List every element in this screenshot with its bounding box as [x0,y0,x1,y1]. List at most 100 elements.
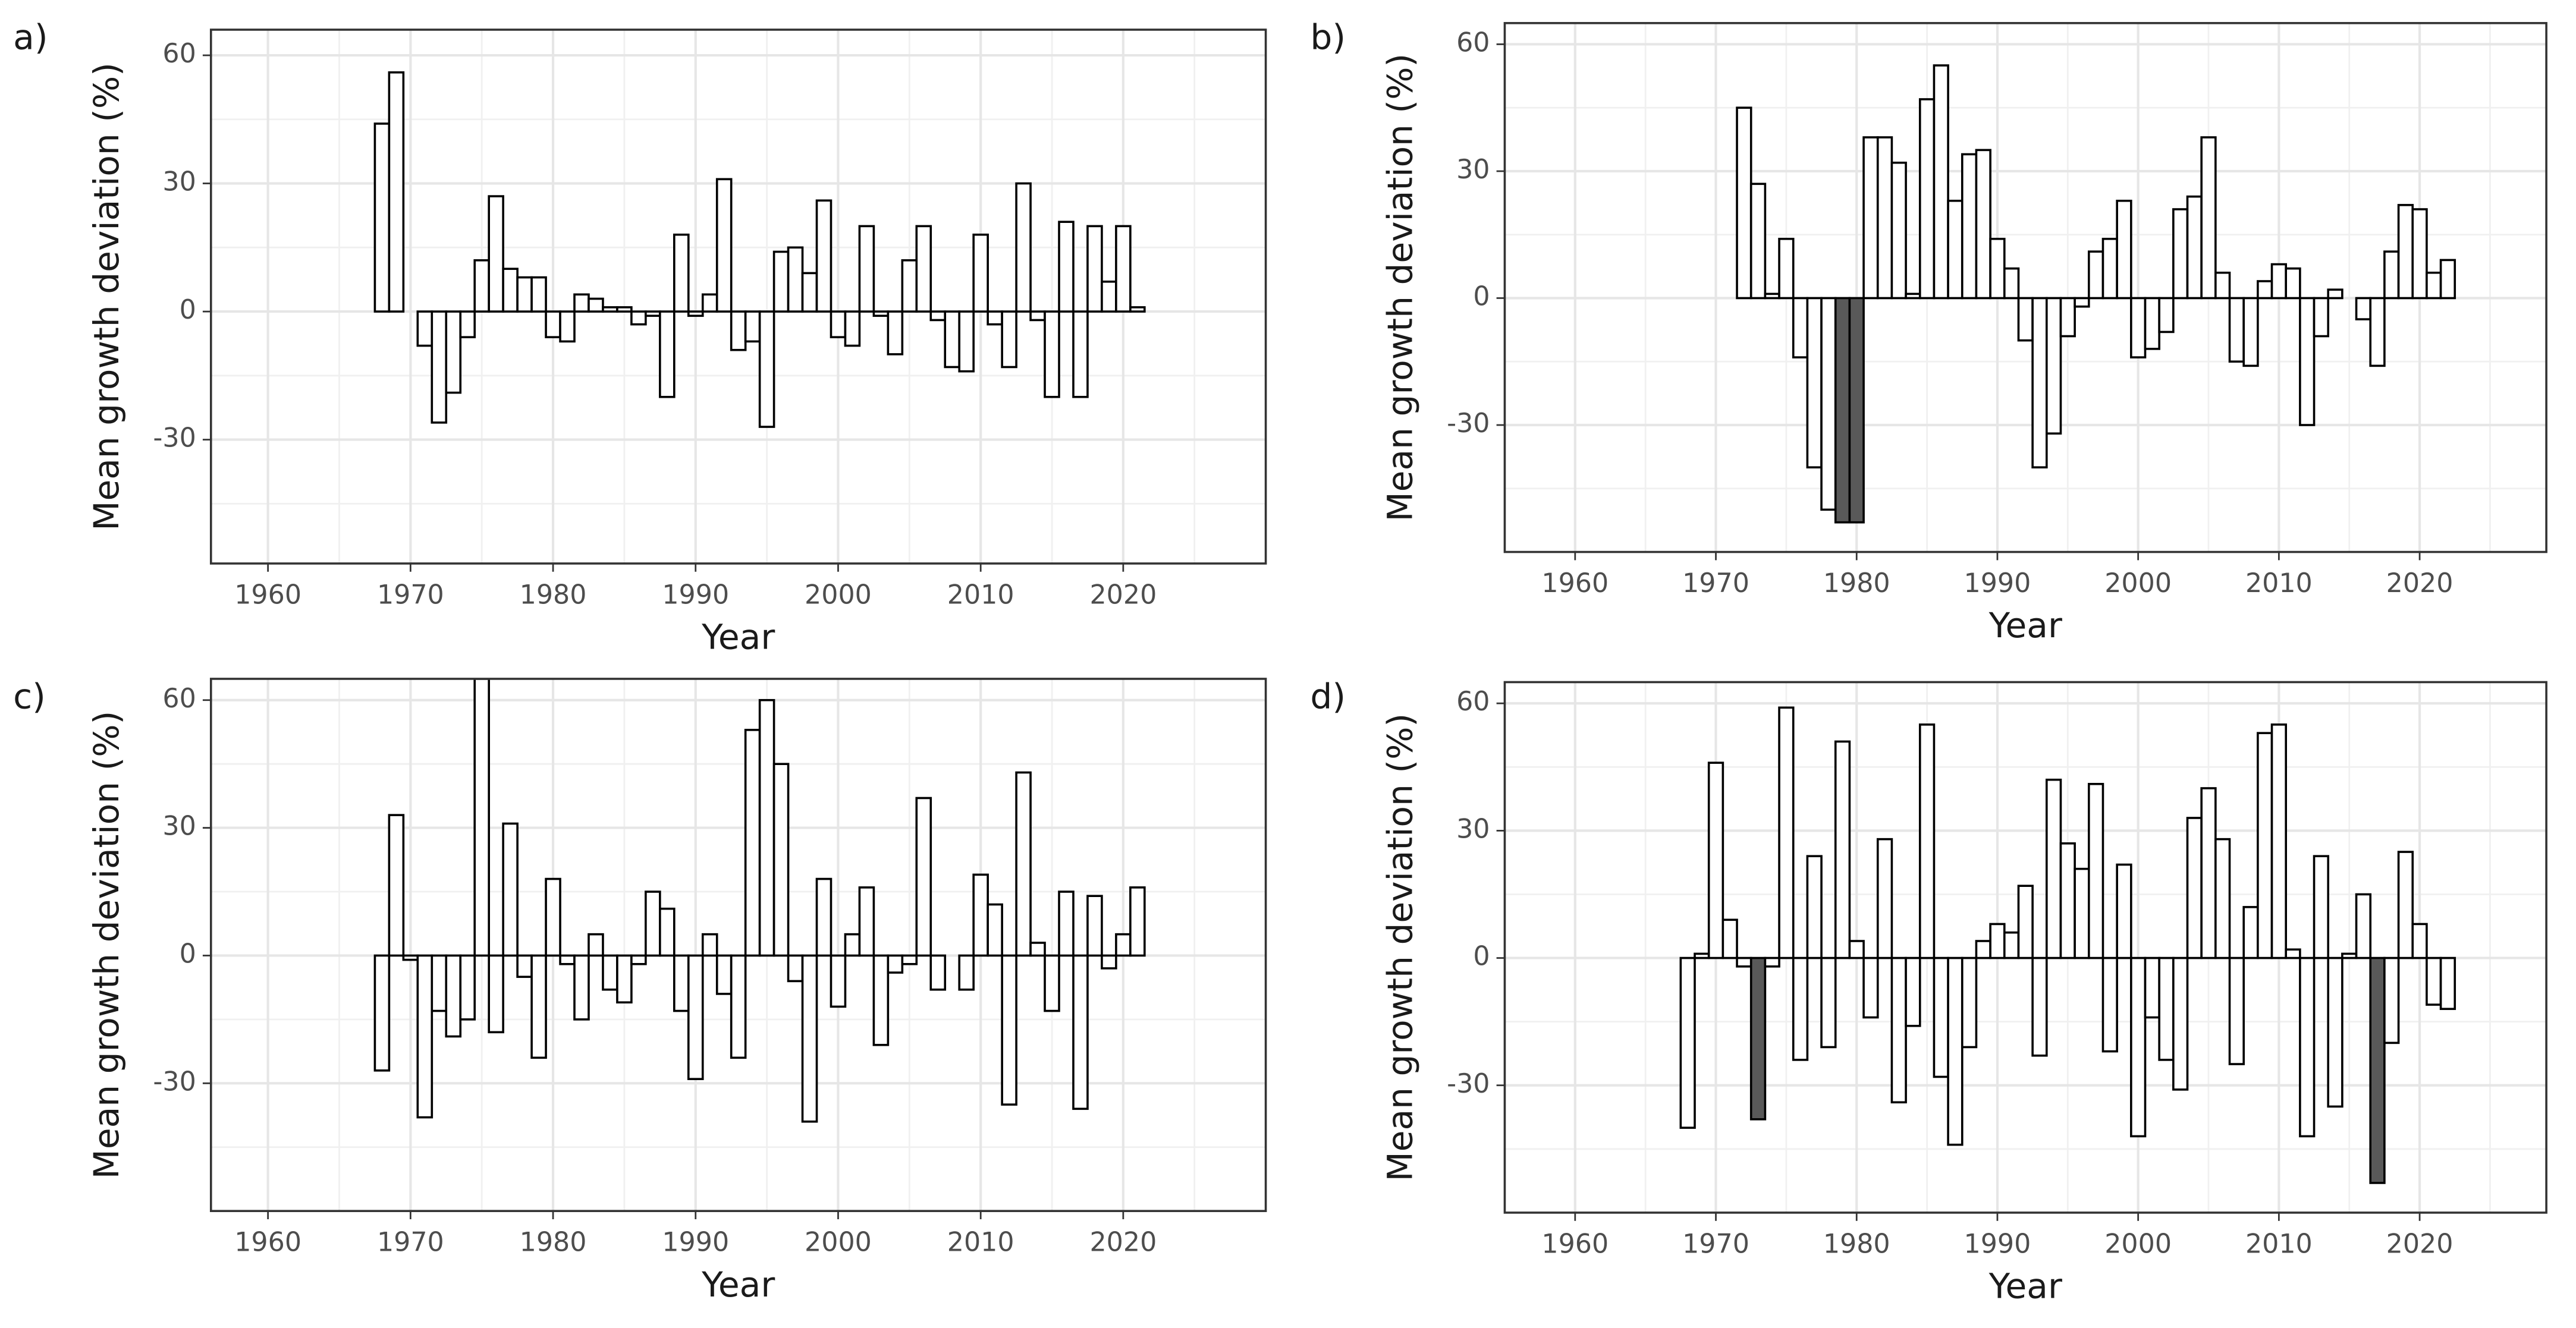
bar [2439,956,2456,1011]
bar [858,886,875,957]
plot-border [209,678,1267,1212]
bar [402,954,419,961]
bar [2411,923,2428,959]
bar [1086,895,1103,957]
bar [488,195,504,313]
y-tick-label: 0 [1473,942,1490,972]
bar [1947,956,1964,1146]
bar [1989,238,2006,300]
bar [1058,221,1075,313]
bar [1975,940,1991,959]
bar [2045,778,2062,959]
plot-border [1503,681,2547,1214]
bar [715,178,733,313]
bar [673,954,690,1012]
bar [2144,956,2160,1019]
bar [659,310,676,398]
bar [1848,297,1865,524]
bar [2270,263,2288,300]
x-tick-label: 2000 [805,1228,872,1258]
panel-label: b) [1310,17,1346,58]
bar [1806,855,1823,959]
y-tick-label: -30 [153,423,196,454]
y-axis-title: Mean growth deviation (%) [1380,713,1421,1182]
bar [1961,956,1978,1049]
bar [815,199,833,313]
bar [1918,98,1936,300]
x-tick-label: 2020 [2386,1229,2454,1259]
x-tick-label: 1960 [1541,568,1609,599]
bar [830,310,847,338]
bar [815,877,833,957]
bar [1058,890,1075,957]
bar [772,763,790,957]
bar [1101,954,1117,970]
bar [2017,885,2034,959]
bar [1101,280,1117,313]
bar [2411,208,2428,300]
bar [2059,297,2076,338]
bar [844,310,861,347]
bar [1820,297,1837,511]
bar [473,678,490,957]
x-tick-label: 2020 [1089,580,1157,610]
bar [801,272,818,313]
bar [1961,153,1978,300]
x-tick-label: 2000 [2104,1229,2172,1259]
bars [1679,706,2456,1184]
bar [987,310,1003,326]
bar [2003,267,2020,300]
bar [2397,851,2414,959]
bar [2045,297,2062,435]
bar [2031,956,2048,1057]
bar [1001,310,1017,369]
panel: -30 0 30 60 1960 1970 1980 1990 2000 2010 2020 Year… [13,17,1267,657]
bar [431,954,448,1012]
x-axis-title: Year [701,1264,775,1305]
bar [929,310,947,322]
bar [1129,886,1146,957]
plot-background [211,678,1266,1211]
bar [473,259,490,313]
bar [645,890,661,957]
bar [958,954,975,991]
bar [2172,208,2189,300]
bar [1749,182,1767,300]
bar [545,877,561,957]
x-tick-label: 1970 [1682,1229,1749,1259]
bar [559,310,576,343]
x-tick-label: 1960 [1541,1229,1609,1259]
bar [1044,310,1060,398]
bar [1764,956,1780,968]
bar [2116,863,2132,959]
y-tick-label: 60 [162,684,196,714]
bar [2003,931,2020,959]
bar [2074,867,2090,959]
bar [758,698,775,957]
bar [530,276,547,313]
bar [559,954,576,965]
bar [630,954,647,965]
bar [2369,956,2386,1184]
bar [915,225,932,313]
bar [872,310,890,317]
bar [1989,923,2006,959]
bar [673,233,690,313]
bar [602,954,618,991]
x-tick-label: 1990 [662,580,729,610]
bar [2426,271,2442,300]
bar [573,293,590,313]
bar [2172,956,2189,1091]
x-tick-label: 2000 [2104,568,2172,599]
bar [502,268,519,313]
bar [2257,732,2273,959]
bar [1890,161,1907,300]
bar [1679,956,1696,1129]
y-axis-title: Mean growth deviation (%) [86,62,127,531]
bar [2101,956,2118,1053]
bar [2144,297,2160,350]
bar [1792,297,1809,358]
x-axis-title: Year [701,617,775,657]
y-tick-label: 30 [1456,155,1490,185]
bar [887,310,904,355]
